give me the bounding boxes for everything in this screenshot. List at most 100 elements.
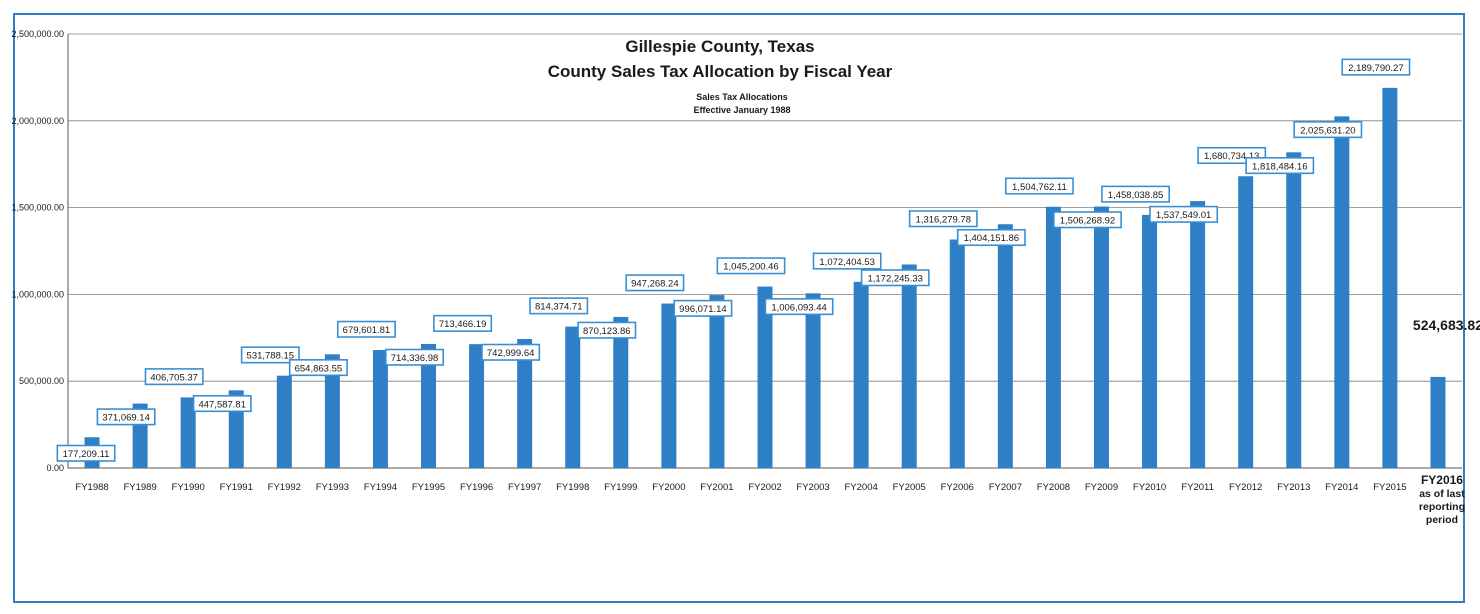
data-label-box xyxy=(529,297,589,315)
chart-note-line-1: Sales Tax Allocations xyxy=(696,92,788,102)
x-tick-label-fy2016-line: as of last xyxy=(1419,488,1465,500)
x-tick-label: FY2008 xyxy=(1037,482,1070,493)
data-label-box xyxy=(288,359,348,377)
bar-fy2015 xyxy=(1382,87,1398,468)
x-tick-label: FY2007 xyxy=(989,482,1022,493)
bar-fy2000 xyxy=(661,303,677,468)
bar-fy2003 xyxy=(805,293,821,468)
bar-fy2006 xyxy=(949,239,965,468)
x-tick-label: FY2006 xyxy=(941,482,974,493)
bar-fy1996 xyxy=(469,344,485,468)
data-label: 531,788.15 xyxy=(247,351,295,362)
data-label: 1,404,151.86 xyxy=(964,233,1019,244)
data-label-box xyxy=(385,348,445,366)
x-tick-label-fy2016-line: period xyxy=(1426,514,1458,526)
x-tick-label: FY2012 xyxy=(1229,482,1262,493)
data-label-box xyxy=(1245,157,1315,175)
bar-fy1990 xyxy=(180,397,196,468)
data-label: 714,336.98 xyxy=(391,353,439,364)
bar-fy2007 xyxy=(997,224,1013,468)
data-label: 1,504,762.11 xyxy=(1012,182,1067,193)
data-label: 1,537,549.01 xyxy=(1156,210,1211,221)
x-tick-label: FY1992 xyxy=(268,482,301,493)
bar-fy1997 xyxy=(517,339,533,468)
bar-fy2005 xyxy=(901,264,917,468)
outer-frame xyxy=(13,13,1465,603)
bar-fy1993 xyxy=(324,354,340,468)
x-tick-label: FY1988 xyxy=(75,482,108,493)
data-label-box xyxy=(336,320,396,338)
bar-fy2008 xyxy=(1045,206,1061,468)
data-label: 1,680,734.13 xyxy=(1204,151,1259,162)
data-label-box xyxy=(481,343,541,361)
data-label: 814,374.71 xyxy=(535,302,583,313)
x-tick-label: FY2001 xyxy=(700,482,733,493)
x-tick-label: FY1995 xyxy=(412,482,445,493)
x-axis-ticks: FY1988 FY1989 FY1990 FY1991 FY1992 FY1993 FY19… xyxy=(75,473,1465,526)
data-label-box xyxy=(1293,121,1363,139)
data-label-box xyxy=(577,321,637,339)
bar-fy2010 xyxy=(1142,214,1158,468)
data-label-box xyxy=(716,257,786,275)
data-label-box xyxy=(96,408,156,426)
data-label-box xyxy=(860,269,930,287)
x-tick-label: FY1998 xyxy=(556,482,589,493)
x-tick-label-fy2016-line: FY2016 xyxy=(1421,473,1463,487)
data-label: 679,601.81 xyxy=(343,325,391,336)
bars xyxy=(84,87,1446,469)
data-label: 2,025,631.20 xyxy=(1300,125,1355,136)
data-label-box xyxy=(56,444,116,462)
data-label-box xyxy=(1101,185,1170,203)
x-tick-label: FY1994 xyxy=(364,482,397,493)
x-tick-label: FY2010 xyxy=(1133,482,1166,493)
y-tick-label: 1,000,000.00 xyxy=(11,289,64,299)
data-label: 947,268.24 xyxy=(631,279,679,290)
bar-fy2016 xyxy=(1430,376,1446,468)
x-tick-label: FY2004 xyxy=(844,482,877,493)
data-label-box xyxy=(1341,58,1411,76)
bar-fy2013 xyxy=(1286,152,1302,468)
bar-fy2001 xyxy=(709,295,725,468)
x-tick-label-fy2016-line: reporting xyxy=(1419,501,1465,513)
x-tick-label: FY2000 xyxy=(652,482,685,493)
y-tick-label: 500,000.00 xyxy=(19,376,64,386)
x-tick-label: FY2005 xyxy=(893,482,926,493)
data-label: 1,172,245.33 xyxy=(867,273,922,284)
x-tick-label: FY1996 xyxy=(460,482,493,493)
data-label-box xyxy=(673,299,733,317)
y-tick-label: 0.00 xyxy=(46,463,64,473)
bar-fy2011 xyxy=(1190,201,1206,469)
data-label: 1,006,093.44 xyxy=(771,302,826,313)
data-label: 1,072,404.53 xyxy=(819,257,874,268)
x-tick-label: FY1999 xyxy=(604,482,637,493)
bar-fy1992 xyxy=(276,375,292,468)
data-label: 1,316,279.78 xyxy=(916,214,971,225)
data-label: 177,209.11 xyxy=(63,449,110,460)
data-label-box xyxy=(1004,177,1074,195)
y-tick-label: 1,500,000.00 xyxy=(11,203,64,213)
data-label-box xyxy=(433,314,493,332)
data-label: 654,863.55 xyxy=(295,363,343,374)
data-label: 1,506,268.92 xyxy=(1060,216,1115,227)
x-tick-label: FY2013 xyxy=(1277,482,1310,493)
y-axis-ticks: 0.00 500,000.00 1,000,000.00 1,500,000.00 2,… xyxy=(11,29,64,473)
data-label: 1,045,200.46 xyxy=(723,262,778,273)
data-labels: 177,209.11 371,069.14 406,705.37 447,587.81… xyxy=(56,58,1480,462)
data-label-box xyxy=(192,394,252,413)
data-label-box xyxy=(144,368,204,386)
data-label-box xyxy=(240,346,300,364)
data-label: 713,466.19 xyxy=(439,319,487,330)
data-label: 1,818,484.16 xyxy=(1252,161,1307,172)
data-label: 406,705.37 xyxy=(150,372,198,383)
bar-fy1999 xyxy=(613,316,629,468)
bar-fy2014 xyxy=(1334,116,1350,468)
data-label-box xyxy=(908,210,978,228)
data-label: 870,123.86 xyxy=(583,326,631,337)
data-label-box xyxy=(1053,211,1122,229)
x-tick-label: FY2002 xyxy=(748,482,781,493)
data-label-box xyxy=(1149,205,1219,223)
bar-fy1995 xyxy=(421,343,437,468)
data-label-box xyxy=(764,298,834,316)
